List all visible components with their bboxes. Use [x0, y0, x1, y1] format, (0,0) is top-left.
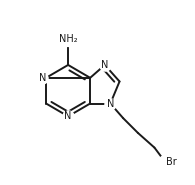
Text: N: N: [64, 111, 72, 121]
Text: N: N: [39, 73, 46, 83]
Text: N: N: [107, 99, 114, 109]
Text: N: N: [101, 60, 109, 70]
Text: NH₂: NH₂: [59, 34, 77, 44]
Text: Br: Br: [166, 157, 176, 167]
